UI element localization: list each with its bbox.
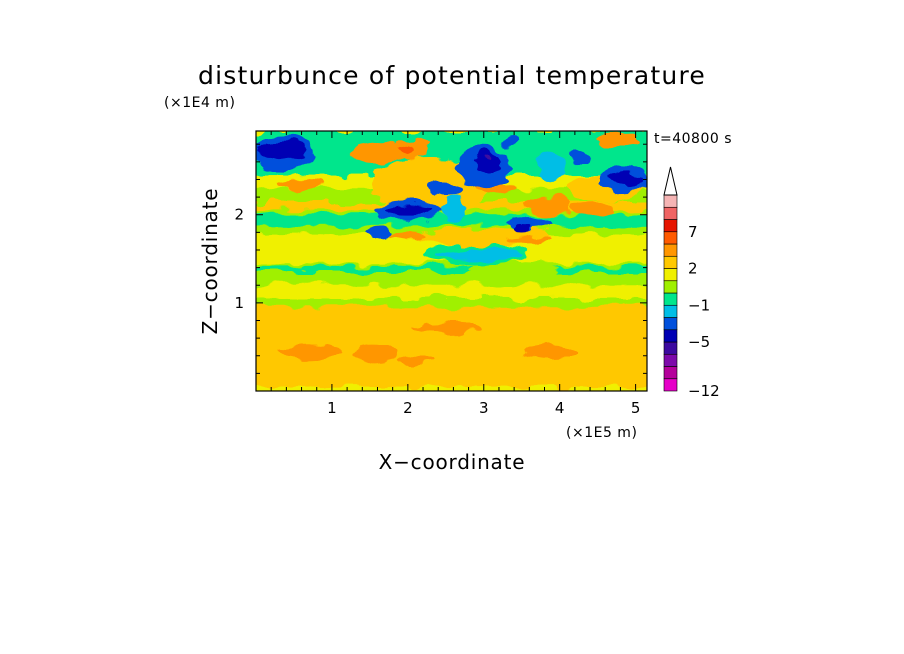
contour-cell bbox=[388, 232, 427, 242]
contour-cell bbox=[483, 154, 492, 161]
colorbar: −12−5−127 bbox=[663, 166, 720, 400]
contour-cell bbox=[442, 197, 465, 224]
time-label: t=40800 s bbox=[654, 131, 732, 147]
x-tick-label: 1 bbox=[327, 399, 337, 417]
chart-title: disturbunce of potential temperature bbox=[198, 61, 706, 90]
y-axis-ticks: 12 bbox=[234, 143, 647, 374]
contour-cell bbox=[350, 142, 405, 164]
y-tick-label: 2 bbox=[234, 206, 244, 224]
contour-cell bbox=[506, 235, 553, 244]
colorbar-label: −1 bbox=[688, 296, 710, 314]
contour-cell bbox=[401, 144, 414, 154]
plot-frame bbox=[255, 130, 648, 392]
x-unit-label: (×1E5 m) bbox=[566, 425, 637, 441]
contour-band bbox=[256, 298, 647, 308]
y-unit-label: (×1E4 m) bbox=[164, 95, 235, 111]
y-axis-label: Z−coordinate bbox=[198, 188, 222, 335]
contour-cell bbox=[383, 205, 433, 216]
colorbar-swatch bbox=[663, 304, 678, 318]
plot-area bbox=[255, 130, 648, 392]
contour-cell bbox=[396, 355, 435, 365]
colorbar-swatch bbox=[663, 366, 678, 380]
contour-cell bbox=[278, 178, 325, 190]
contour-cell bbox=[571, 150, 587, 165]
contour-cell bbox=[473, 151, 502, 173]
x-axis-label: X−coordinate bbox=[379, 450, 526, 474]
colorbar-label: −12 bbox=[688, 382, 720, 400]
x-axis-ticks: 1 2 3 4 5 bbox=[270, 131, 641, 417]
colorbar-swatch bbox=[663, 255, 678, 269]
colorbar-swatch bbox=[663, 353, 678, 367]
y-tick-label: 1 bbox=[234, 294, 244, 312]
field-features bbox=[256, 132, 647, 365]
colorbar-swatch bbox=[663, 329, 678, 343]
colorbar-label: 2 bbox=[688, 260, 698, 278]
colorbar-swatch bbox=[663, 341, 678, 355]
contour-cell bbox=[468, 262, 560, 277]
contour-cell bbox=[525, 345, 579, 358]
contour-cell bbox=[362, 227, 393, 238]
contour-cell bbox=[593, 132, 640, 147]
contour-cell bbox=[434, 248, 526, 261]
contour-cell bbox=[259, 140, 306, 162]
contour-cell bbox=[609, 172, 644, 187]
colorbar-swatch bbox=[663, 206, 678, 220]
x-tick-label: 3 bbox=[479, 399, 489, 417]
x-tick-label: 2 bbox=[403, 399, 413, 417]
colorbar-swatch bbox=[663, 231, 678, 245]
colorbar-label: −5 bbox=[688, 333, 710, 351]
contour-cell bbox=[350, 345, 397, 363]
contour-cell bbox=[525, 197, 572, 215]
colorbar-swatch bbox=[663, 280, 678, 294]
contour-band bbox=[256, 265, 647, 273]
contour-cell bbox=[512, 224, 531, 232]
contour-cell bbox=[501, 133, 520, 146]
colorbar-swatch bbox=[663, 378, 678, 392]
colorbar-swatch bbox=[663, 243, 678, 257]
x-tick-label: 5 bbox=[631, 399, 641, 417]
colorbar-swatch bbox=[663, 194, 678, 208]
contour-cell bbox=[429, 179, 463, 198]
colorbar-swatch bbox=[663, 292, 678, 306]
colorbar-label: 7 bbox=[688, 223, 698, 241]
contour-cell bbox=[278, 344, 340, 359]
colorbar-swatch bbox=[663, 268, 678, 282]
colorbar-extend-triangle bbox=[663, 166, 678, 196]
contour-cell bbox=[536, 153, 568, 180]
contour-cell bbox=[411, 322, 480, 333]
colorbar-swatch bbox=[663, 219, 678, 233]
colorbar-swatch bbox=[663, 317, 678, 331]
x-tick-label: 4 bbox=[555, 399, 565, 417]
contour-cell bbox=[571, 203, 617, 218]
